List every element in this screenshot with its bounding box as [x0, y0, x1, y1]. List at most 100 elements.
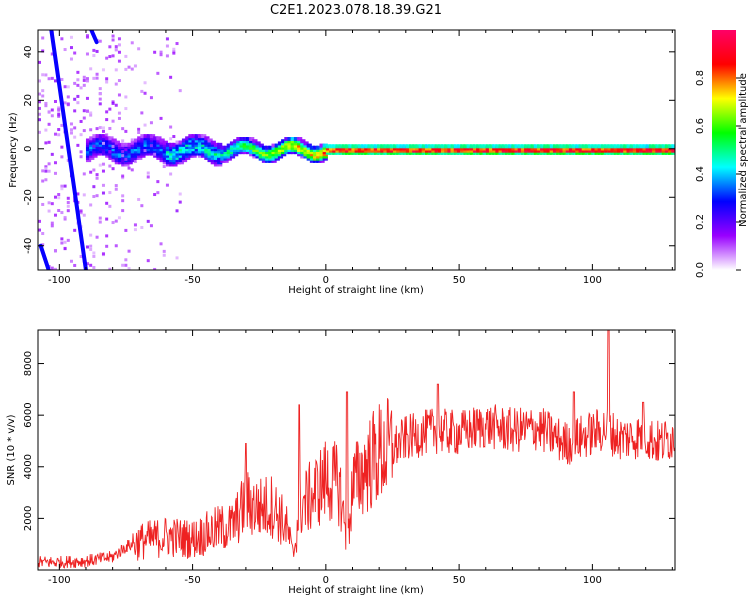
- spectrogram-cell: [447, 150, 453, 155]
- spectrogram-cell: [124, 162, 130, 167]
- spectrogram-noise-cell: [117, 37, 121, 41]
- spectrogram-cell: [255, 145, 261, 150]
- spectrogram-cell: [434, 146, 440, 151]
- spectrogram-cell: [124, 153, 130, 158]
- spectrogram-cell: [671, 144, 675, 149]
- spectrogram-noise-cell: [63, 184, 67, 188]
- spectrogram-cell: [578, 144, 584, 149]
- spectrogram-cell: [178, 147, 184, 152]
- spectrogram-cell: [329, 144, 335, 149]
- spectrogram-cell: [412, 148, 418, 153]
- spectrogram-cell: [181, 155, 188, 160]
- spectrogram-noise-cell: [53, 249, 57, 253]
- spectrogram-cell: [415, 146, 421, 151]
- spectrogram-cell: [172, 153, 178, 158]
- spectrogram-cell: [421, 148, 427, 153]
- spectrogram-cell: [572, 150, 578, 155]
- spectrogram-cell: [639, 146, 645, 151]
- spectrogram-noise-cell: [82, 75, 86, 79]
- spectrogram-cell: [319, 154, 325, 159]
- spectrogram-noise-cell: [169, 125, 173, 129]
- spectrogram-noise-cell: [85, 34, 89, 38]
- spectrogram-noise-cell: [69, 131, 73, 135]
- spectrogram-cell: [261, 158, 268, 163]
- spectrogram-cell: [604, 144, 610, 149]
- spectrogram-cell: [562, 150, 568, 155]
- spectrogram-cell: [261, 154, 268, 159]
- spectrogram-cell: [568, 148, 575, 153]
- spectrogram-cell: [236, 139, 242, 144]
- spectrogram-cell: [338, 148, 344, 153]
- spectrogram-cell: [178, 142, 184, 147]
- spectrogram-cell: [319, 158, 325, 163]
- spectrogram-cell: [287, 139, 293, 144]
- spectrogram-cell: [540, 146, 546, 151]
- spectrogram-cell: [297, 147, 303, 152]
- spectrogram-noise-cell: [82, 116, 86, 120]
- x-tick-label: -100: [48, 575, 71, 586]
- spectrogram-noise-cell: [79, 150, 83, 154]
- spectrogram-cell: [159, 149, 165, 154]
- spectrogram-cell: [226, 156, 232, 161]
- spectrogram-cell: [668, 144, 674, 149]
- spectrogram-cell: [424, 146, 431, 151]
- spectrogram-noise-cell: [98, 92, 102, 96]
- spectrogram-cell: [245, 143, 252, 148]
- spectrogram-cell: [600, 150, 607, 155]
- spectrogram-cell: [210, 151, 216, 156]
- spectrogram-cell: [626, 146, 632, 151]
- spectrogram-cell: [332, 150, 338, 155]
- spectrogram-cell: [565, 144, 571, 149]
- spectrogram-noise-cell: [47, 77, 51, 81]
- spectrogram-noise-cell: [38, 219, 41, 223]
- spectrogram-noise-cell: [95, 127, 99, 131]
- spectrogram-cell: [85, 151, 92, 156]
- spectrogram-cell: [277, 147, 284, 152]
- spectrogram-cell: [431, 150, 437, 155]
- spectrogram-cell: [281, 150, 287, 155]
- spectrogram-cell: [226, 145, 232, 150]
- spectrogram-cell: [325, 148, 332, 153]
- y-tick-label: 8000: [23, 351, 34, 376]
- spectrogram-cell: [549, 146, 555, 151]
- spectrogram-cell: [511, 148, 517, 153]
- spectrogram-cell: [127, 149, 133, 154]
- spectrogram-noise-cell: [111, 144, 115, 148]
- spectrogram-cell: [236, 141, 242, 146]
- spectrogram-cell: [108, 142, 114, 147]
- spectrogram-noise-cell: [66, 102, 70, 106]
- spectrogram-cell: [181, 153, 188, 158]
- spectrogram-cell: [249, 139, 255, 144]
- spectrogram-cell: [479, 148, 485, 153]
- spectrogram-cell: [175, 147, 181, 152]
- spectrogram-cell: [169, 147, 175, 152]
- spectrogram-noise-cell: [63, 48, 67, 52]
- spectrogram-noise-cell: [124, 95, 128, 99]
- spectrogram-cell: [284, 143, 290, 148]
- spectrogram-cell: [613, 148, 619, 153]
- colorbar-tick-label: 0.4: [695, 166, 706, 182]
- spectrogram-noise-cell: [153, 193, 157, 197]
- spectrogram-cell: [92, 147, 98, 152]
- spectrogram-cell: [536, 148, 543, 153]
- spectrogram-cell: [169, 151, 175, 156]
- spectrogram-cell: [197, 142, 204, 147]
- spectrogram-cell: [204, 142, 210, 147]
- spectrogram-noise-cell: [73, 81, 77, 85]
- spectrogram-cell: [101, 145, 108, 150]
- spectrogram-cell: [476, 144, 482, 149]
- spectrogram-cell: [191, 151, 197, 156]
- spectrogram-noise-cell: [92, 251, 96, 255]
- spectrogram-cell: [616, 146, 623, 151]
- spectrogram-cell: [511, 144, 517, 149]
- spectrogram-cell: [229, 143, 236, 148]
- spectrogram-cell: [105, 147, 111, 152]
- spectrogram-noise-cell: [85, 262, 89, 266]
- spectrogram-cell: [201, 145, 207, 150]
- spectrogram-cell: [89, 142, 95, 147]
- spectrogram-cell: [108, 145, 114, 150]
- spectrogram-cell: [415, 150, 421, 155]
- spectrogram-noise-cell: [50, 52, 54, 56]
- spectrogram-cell: [258, 156, 264, 161]
- spectrogram-cell: [242, 150, 248, 155]
